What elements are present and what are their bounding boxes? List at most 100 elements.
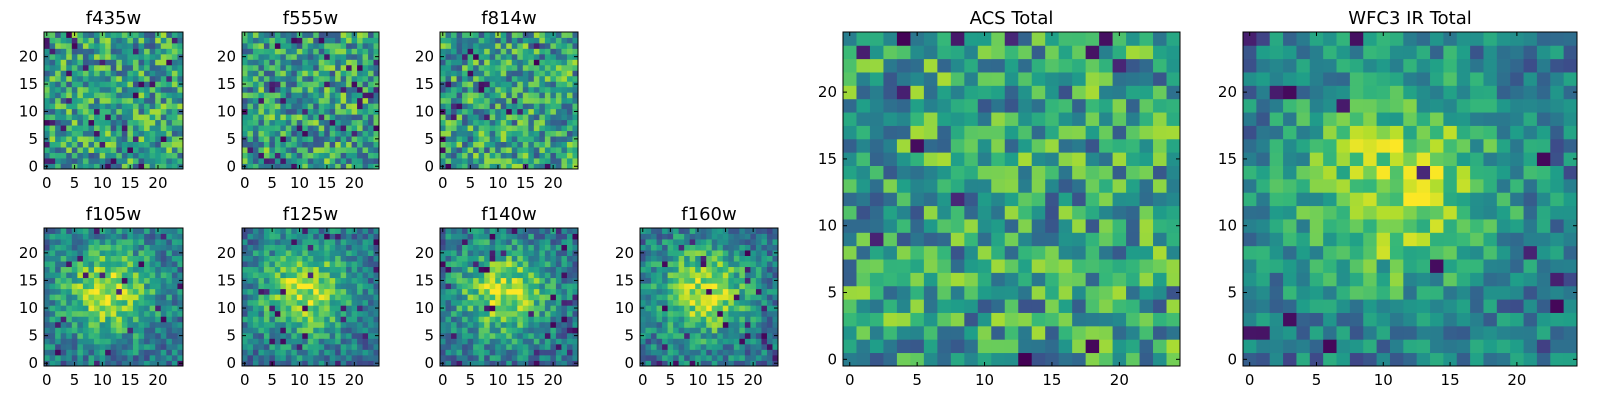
heatmap-cell bbox=[166, 299, 173, 306]
heatmap-cell bbox=[368, 53, 374, 60]
heatmap-cell bbox=[258, 70, 265, 77]
heatmap-cell bbox=[572, 316, 579, 323]
heatmap-cell bbox=[462, 261, 468, 268]
heatmap-cell bbox=[561, 147, 568, 153]
heatmap-cell bbox=[252, 272, 259, 279]
heatmap-cell bbox=[247, 261, 254, 268]
heatmap-cell bbox=[49, 75, 56, 82]
heatmap-cell bbox=[99, 239, 106, 245]
heatmap-cell bbox=[511, 228, 518, 234]
heatmap-cell bbox=[274, 42, 281, 49]
heatmap-cell bbox=[539, 332, 546, 339]
heatmap-cell bbox=[728, 261, 735, 268]
heatmap-cell bbox=[280, 321, 287, 328]
heatmap-cell bbox=[533, 32, 540, 38]
heatmap-cell bbox=[291, 42, 298, 49]
heatmap-cell bbox=[373, 299, 380, 306]
heatmap-cell bbox=[346, 64, 352, 71]
heatmap-cell bbox=[177, 32, 184, 38]
heatmap-cell bbox=[1045, 339, 1060, 354]
heatmap-cell bbox=[318, 152, 325, 159]
heatmap-cell bbox=[910, 165, 925, 180]
heatmap-cell bbox=[445, 141, 452, 148]
heatmap-cell bbox=[544, 338, 551, 345]
heatmap-cell bbox=[258, 48, 265, 55]
heatmap-cell bbox=[711, 310, 718, 317]
heatmap-cell bbox=[99, 343, 106, 350]
heatmap-cell bbox=[269, 272, 276, 279]
heatmap-cell bbox=[1004, 272, 1019, 287]
heatmap-cell bbox=[296, 261, 303, 268]
heatmap-cell bbox=[462, 70, 468, 77]
heatmap-cell bbox=[550, 103, 557, 110]
heatmap-cell bbox=[166, 81, 173, 88]
x-tick-label: 10 bbox=[93, 371, 112, 389]
heatmap-cell bbox=[302, 288, 309, 295]
heatmap-cell bbox=[302, 163, 309, 170]
heatmap-cell bbox=[94, 294, 100, 301]
heatmap-cell bbox=[357, 349, 363, 356]
heatmap-cell bbox=[166, 354, 173, 361]
heatmap-cell bbox=[127, 244, 134, 251]
heatmap-cell bbox=[318, 81, 325, 88]
heatmap-cell bbox=[258, 294, 265, 301]
heatmap-cell bbox=[340, 316, 347, 323]
heatmap-cell bbox=[49, 147, 56, 153]
heatmap-cell bbox=[869, 259, 884, 273]
heatmap-cell bbox=[645, 360, 652, 367]
heatmap-cell bbox=[744, 250, 751, 256]
heatmap-cell bbox=[506, 255, 513, 262]
heatmap-cell bbox=[368, 277, 374, 284]
heatmap-cell bbox=[160, 305, 167, 312]
heatmap-cell bbox=[171, 239, 178, 245]
heatmap-cell bbox=[351, 125, 358, 132]
heatmap-cell bbox=[528, 255, 535, 262]
heatmap-cell bbox=[528, 136, 535, 142]
heatmap-cell bbox=[1031, 152, 1046, 166]
heatmap-cell bbox=[539, 277, 546, 284]
heatmap-cell bbox=[144, 327, 151, 334]
heatmap-cell bbox=[495, 130, 502, 137]
heatmap-cell bbox=[467, 310, 474, 317]
heatmap-cell bbox=[346, 158, 352, 164]
heatmap-cell bbox=[467, 108, 474, 115]
heatmap-cell bbox=[484, 92, 491, 99]
heatmap-cell bbox=[346, 97, 352, 104]
heatmap-cell bbox=[500, 163, 507, 170]
heatmap-cell bbox=[667, 349, 674, 356]
heatmap-cell bbox=[291, 272, 298, 279]
heatmap-cell bbox=[451, 125, 457, 132]
heatmap-cell bbox=[242, 299, 248, 306]
heatmap-cell bbox=[77, 64, 84, 71]
heatmap-cell bbox=[445, 119, 452, 126]
heatmap-cell bbox=[247, 136, 254, 142]
heatmap-cell bbox=[274, 283, 281, 290]
heatmap-cell bbox=[77, 108, 84, 115]
heatmap-cell bbox=[324, 349, 331, 356]
heatmap-cell bbox=[566, 37, 573, 44]
heatmap-cell bbox=[528, 250, 535, 256]
heatmap-cell bbox=[755, 272, 762, 279]
heatmap-cell bbox=[1045, 219, 1060, 233]
heatmap-cell bbox=[247, 294, 254, 301]
heatmap-cell bbox=[49, 97, 56, 104]
heatmap-cell bbox=[451, 42, 457, 49]
heatmap-cell bbox=[44, 37, 50, 44]
heatmap-cell bbox=[252, 255, 259, 262]
heatmap-cell bbox=[923, 232, 938, 247]
heatmap-cell bbox=[517, 48, 524, 55]
heatmap-cell bbox=[566, 130, 573, 137]
heatmap-cell bbox=[362, 261, 369, 268]
heatmap-cell bbox=[116, 327, 123, 334]
heatmap-cell bbox=[362, 97, 369, 104]
heatmap-cell bbox=[511, 152, 518, 159]
heatmap-cell bbox=[368, 108, 374, 115]
heatmap-cell bbox=[121, 244, 128, 251]
heatmap-cell bbox=[274, 70, 281, 77]
heatmap-cell bbox=[71, 64, 78, 71]
heatmap-cell bbox=[138, 75, 145, 82]
heatmap-cell bbox=[324, 125, 331, 132]
heatmap-cell bbox=[1112, 285, 1127, 300]
heatmap-cell bbox=[495, 250, 502, 256]
heatmap-cell bbox=[88, 152, 95, 159]
